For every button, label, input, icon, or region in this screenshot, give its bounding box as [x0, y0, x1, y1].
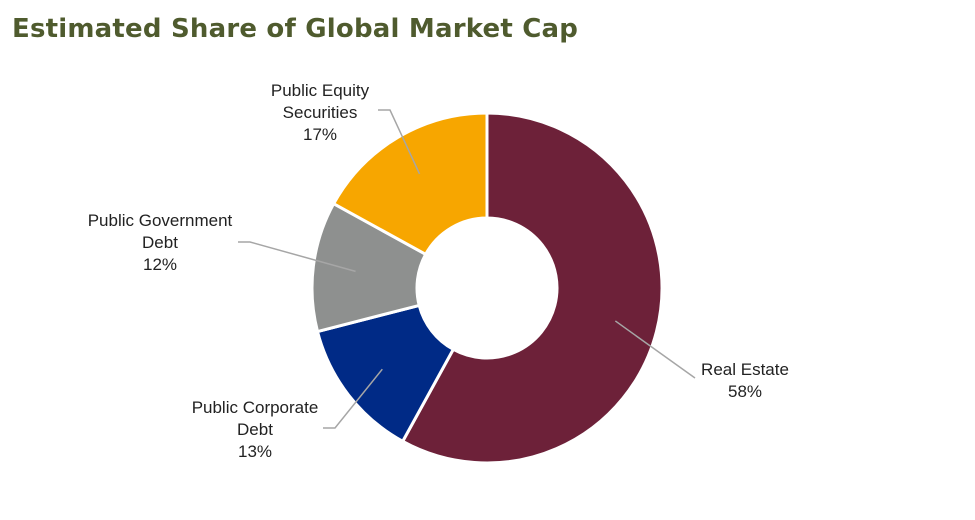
slice-label: Public Corporate Debt 13%	[192, 398, 319, 461]
donut-slices	[310, 111, 664, 465]
leader-line	[378, 109, 421, 175]
slice-label: Real Estate 58%	[701, 360, 789, 401]
slice-public-equity-securities	[331, 111, 489, 257]
leader-lines	[238, 109, 696, 429]
slice-label: Public Government Debt 12%	[88, 211, 233, 274]
leader-line	[614, 320, 696, 379]
chart-title: Estimated Share of Global Market Cap	[12, 14, 579, 44]
leader-line	[323, 368, 383, 429]
slice-label: Public Equity Securities 17%	[271, 81, 370, 144]
slice-real-estate	[400, 111, 664, 465]
leader-line	[238, 241, 356, 273]
slice-labels: Real Estate 58% Public Corporate Debt 13% Pub…	[88, 81, 789, 461]
